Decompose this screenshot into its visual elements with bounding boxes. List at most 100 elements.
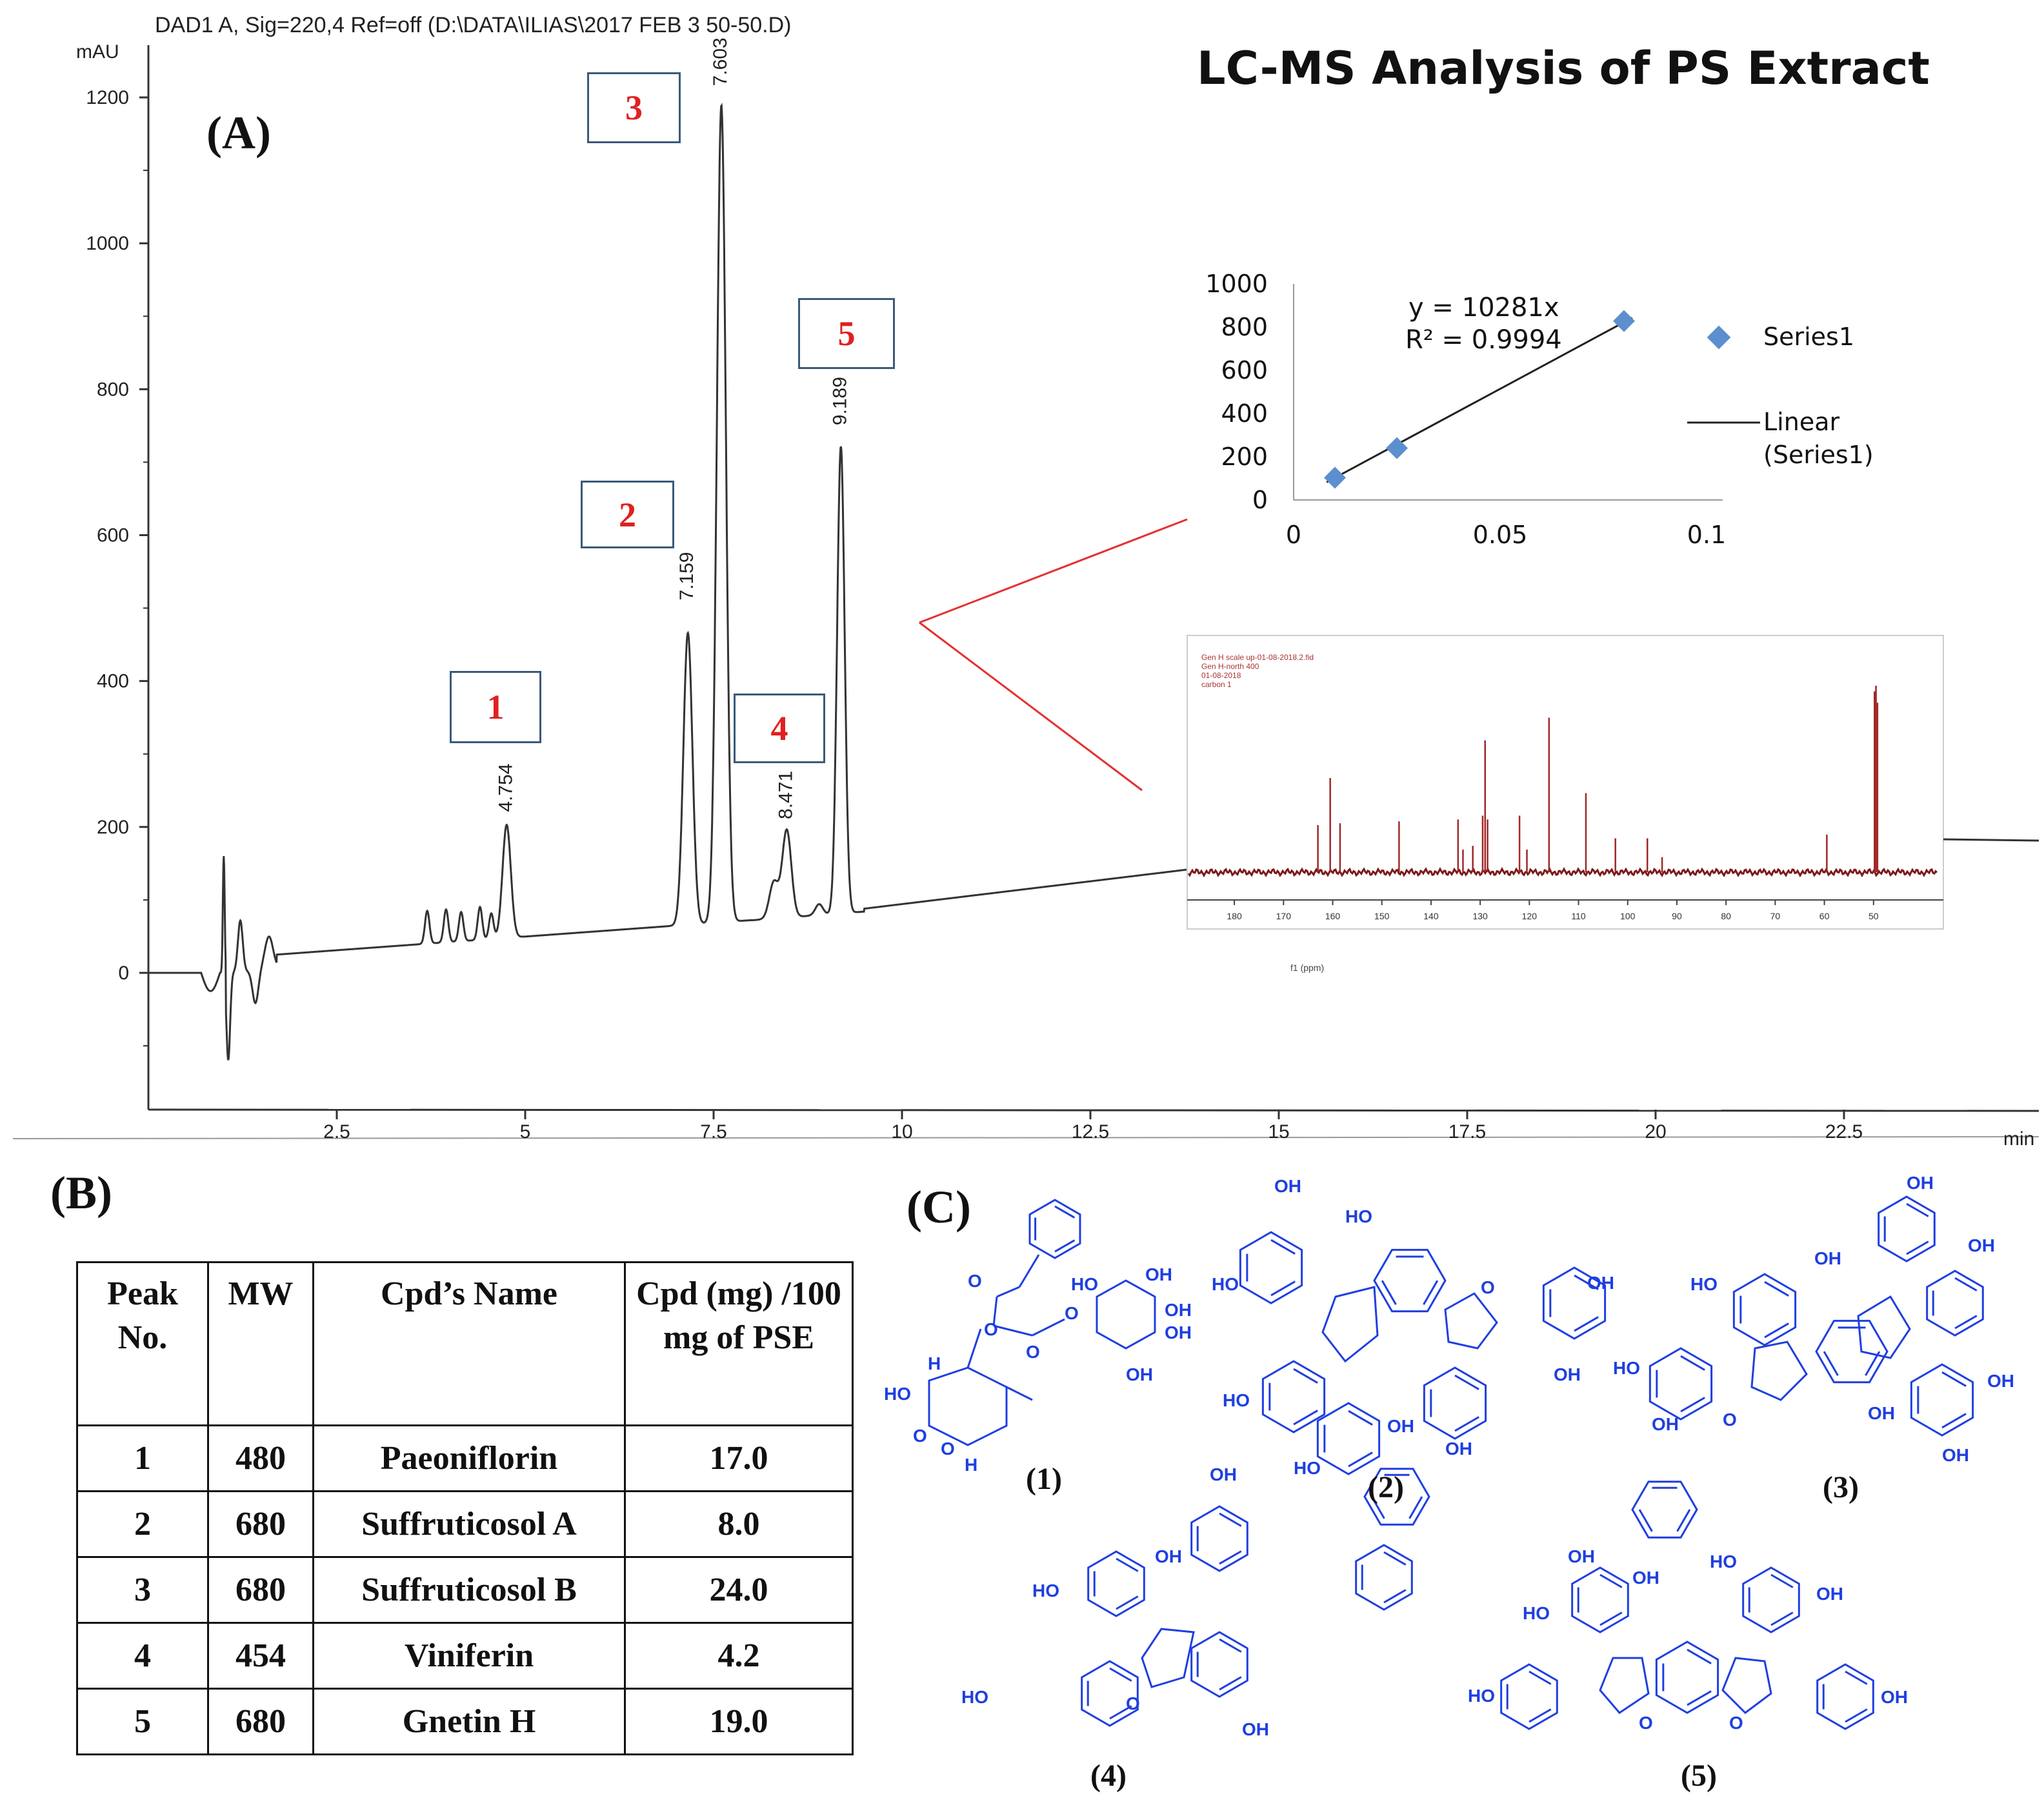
peak-rt-label: 9.189: [829, 377, 850, 425]
atom-label: OH: [1632, 1568, 1659, 1588]
x-tick-label: 22.5: [1825, 1121, 1863, 1143]
cell: 454: [207, 1622, 314, 1690]
atom-label: O: [1026, 1342, 1040, 1362]
cell: 1: [76, 1424, 209, 1492]
atom-label: O: [1639, 1713, 1653, 1733]
panel-label-b: (B): [50, 1167, 112, 1219]
chromatogram-x-label: min: [2003, 1128, 2034, 1150]
y-tick-label: 0: [118, 963, 129, 984]
atom-label: OH: [1145, 1264, 1172, 1284]
cell: 680: [207, 1490, 314, 1558]
table-row: 5 680 Gnetin H 19.0: [76, 1688, 854, 1755]
cal-x-tick-label: 0: [1286, 521, 1301, 549]
peak-rt-label: 7.603: [710, 37, 731, 86]
double-bond: [1270, 1239, 1296, 1255]
nmr-tick-label: 170: [1276, 911, 1292, 921]
double-bond: [1574, 1316, 1599, 1332]
x-tick-label: 20: [1645, 1121, 1666, 1143]
double-bond: [1381, 1280, 1397, 1305]
cal-x-tick-label: 0.1: [1687, 521, 1726, 549]
cell: 680: [207, 1556, 314, 1624]
figure-title: LC-MS Analysis of PS Extract: [1197, 42, 1930, 95]
atom-label: O: [913, 1426, 927, 1446]
atom-label: OH: [1816, 1584, 1843, 1604]
atom-label: OH: [1942, 1445, 1969, 1465]
atom-label: O: [1065, 1303, 1079, 1323]
atom-label: O: [1729, 1713, 1743, 1733]
nmr-tick-label: 60: [1819, 911, 1830, 921]
double-bond: [1348, 1410, 1373, 1426]
peak-box-4: 4: [734, 694, 825, 763]
atom-label: OH: [1568, 1546, 1595, 1566]
r-squared-label: R² = 0.9994: [1405, 325, 1562, 355]
data-point: [1613, 310, 1635, 332]
y-tick-label: 600: [97, 525, 129, 546]
benzene-ring: [1910, 1363, 1974, 1437]
bond: [1006, 1386, 1033, 1401]
double-bond: [1941, 1371, 1967, 1387]
peak-box-5: 5: [798, 298, 895, 369]
cal-y-tick-label: 200: [1221, 443, 1268, 471]
atom-label: OH: [1387, 1416, 1414, 1436]
double-bond: [1109, 1667, 1132, 1682]
x-tick-label: 17.5: [1448, 1121, 1486, 1143]
y-tick-label: 1200: [86, 87, 129, 108]
bond: [1018, 1254, 1040, 1288]
structure-label-3: (3): [1823, 1470, 1859, 1504]
atom-label: HO: [1468, 1686, 1495, 1706]
cell: 5: [76, 1688, 209, 1755]
atom-label: OH: [1814, 1248, 1841, 1268]
red-arrow: [919, 518, 1188, 792]
cal-x-tick-label: 0.05: [1473, 521, 1528, 549]
header-amount: Cpd (mg) /100 mg of PSE: [624, 1261, 854, 1426]
benzene-ring: [1742, 1566, 1800, 1633]
chromatogram-trace: [148, 103, 1196, 1061]
x-tick-label: 2.5: [323, 1121, 350, 1143]
atom-label: OH: [1242, 1719, 1269, 1739]
cell: 8.0: [624, 1490, 854, 1558]
atom-label: OH: [1868, 1403, 1895, 1423]
benzene-ring: [1081, 1660, 1139, 1727]
double-bond: [1599, 1612, 1623, 1626]
double-bond: [1054, 1239, 1076, 1253]
nmr-x-label: f1 (ppm): [1290, 963, 1324, 973]
structure-label-4: (4): [1090, 1759, 1127, 1793]
trendline: [1326, 317, 1633, 483]
cal-y-tick-label: 0: [1252, 486, 1268, 514]
peak-rt-label: 8.471: [775, 771, 796, 819]
five-membered-ring: [1321, 1286, 1379, 1363]
double-bond: [1370, 1496, 1385, 1519]
benzene-ring: [1373, 1248, 1447, 1313]
atom-label: O: [1723, 1410, 1737, 1430]
double-bond: [1638, 1509, 1653, 1532]
atom-label: HO: [1212, 1274, 1239, 1294]
cell: 2: [76, 1490, 209, 1558]
structure-label-5: (5): [1681, 1759, 1717, 1793]
cal-y-tick-label: 400: [1221, 399, 1268, 428]
legend-series-label: Series1: [1763, 323, 1854, 351]
peak-box-3: 3: [587, 72, 681, 143]
nmr-tick-label: 160: [1325, 911, 1341, 921]
y-tick-label: 1000: [86, 233, 129, 254]
double-bond: [1423, 1280, 1439, 1305]
table-row: 1 480 Paeoniflorin 17.0: [76, 1424, 854, 1492]
bond: [992, 1296, 998, 1326]
figure-divider: [12, 1136, 2039, 1139]
double-bond: [1680, 1355, 1705, 1371]
cell: Suffruticosol A: [312, 1490, 626, 1558]
benzene-ring: [1190, 1631, 1248, 1698]
structure-label-1: (1): [1026, 1462, 1062, 1496]
equation-label: y = 10281x: [1408, 293, 1559, 323]
atom-label: HO: [1710, 1552, 1737, 1572]
double-bond: [1293, 1410, 1318, 1426]
double-bond: [1906, 1203, 1929, 1217]
atom-label: HO: [1071, 1274, 1098, 1294]
legend-marker: [1707, 325, 1731, 350]
double-bond: [1687, 1690, 1712, 1706]
cell: Viniferin: [312, 1622, 626, 1690]
bond: [993, 1324, 1033, 1337]
five-membered-ring: [1141, 1628, 1195, 1688]
benzene-ring: [1816, 1663, 1874, 1730]
